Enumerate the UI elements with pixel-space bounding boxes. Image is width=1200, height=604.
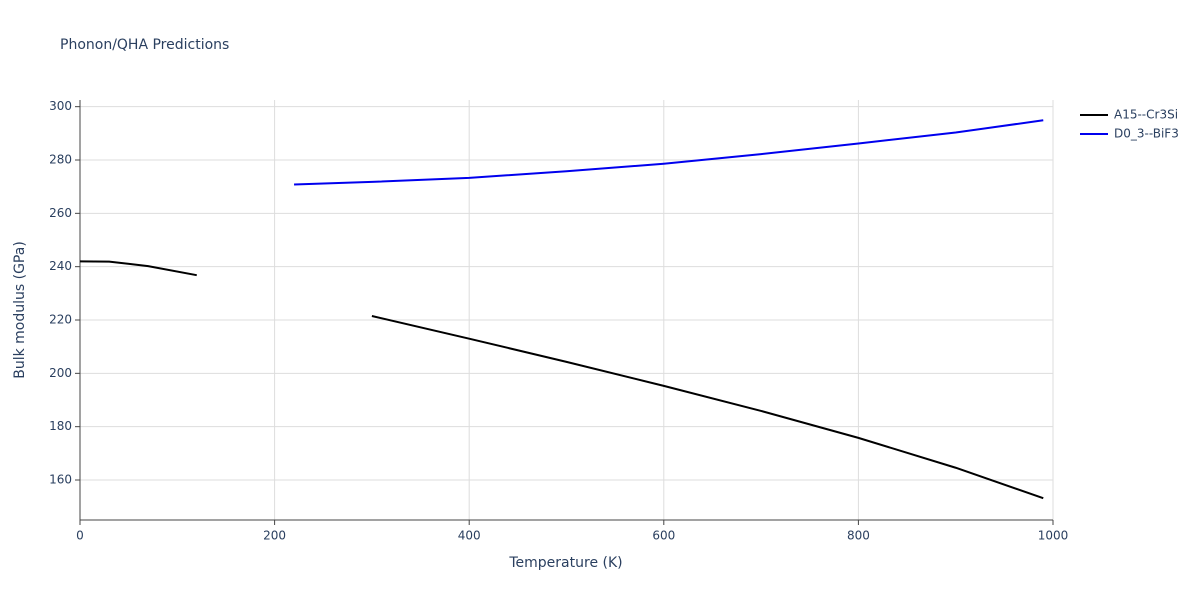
- y-tick-label: 280: [49, 153, 72, 167]
- y-axis-title: Bulk modulus (GPa): [12, 241, 28, 379]
- y-tick-label: 260: [49, 206, 72, 220]
- y-tick-label: 300: [49, 99, 72, 113]
- series-line: [294, 119, 1044, 186]
- x-tick-label: 400: [458, 529, 481, 543]
- y-tick-label: 200: [49, 366, 72, 380]
- series-line: [79, 260, 1044, 500]
- y-tick-label: 180: [49, 419, 72, 433]
- x-axis-title: Temperature (K): [508, 555, 622, 571]
- chart-title: Phonon/QHA Predictions: [60, 37, 229, 53]
- x-tick-label: 800: [847, 529, 870, 543]
- x-tick-label: 600: [652, 529, 675, 543]
- x-tick-label: 200: [263, 529, 286, 543]
- y-tick-label: 240: [49, 259, 72, 273]
- x-tick-label: 0: [76, 529, 84, 543]
- y-tick-label: 160: [49, 473, 72, 487]
- legend-label: D0_3--BiF3: [1114, 127, 1179, 141]
- y-tick-label: 220: [49, 313, 72, 327]
- legend-label: A15--Cr3Si: [1114, 108, 1178, 122]
- x-tick-label: 1000: [1038, 529, 1069, 543]
